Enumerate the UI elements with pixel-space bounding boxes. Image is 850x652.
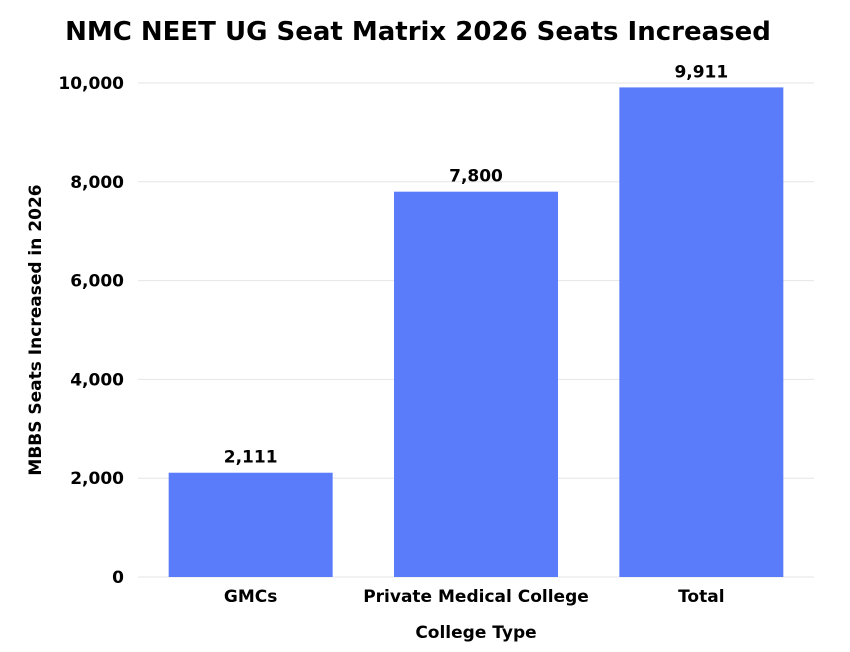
data-labels: 2,111 7,800 9,911: [224, 62, 728, 467]
x-tick-label: Total: [678, 587, 724, 607]
x-tick-label: GMCs: [224, 587, 277, 607]
y-tick-label: 8,000: [70, 173, 124, 193]
y-tick-label: 2,000: [70, 469, 124, 489]
y-axis-ticks: 0 2,000 4,000 6,000 8,000 10,000: [58, 74, 124, 588]
y-tick-label: 6,000: [70, 272, 124, 292]
bar: [168, 472, 333, 577]
bar-value-label: 2,111: [224, 448, 278, 468]
bars: [168, 87, 784, 577]
bar-value-label: 7,800: [449, 167, 503, 187]
x-axis-label: College Type: [415, 623, 536, 643]
x-tick-label: Private Medical College: [363, 587, 589, 607]
bar-value-label: 9,911: [674, 62, 728, 82]
y-tick-label: 4,000: [70, 370, 124, 390]
y-tick-label: 10,000: [58, 74, 124, 94]
y-axis-label: MBBS Seats Increased in 2026: [26, 184, 46, 475]
bar: [619, 87, 784, 577]
y-tick-label: 0: [112, 568, 124, 588]
bar: [394, 191, 558, 577]
x-axis-categories: GMCs Private Medical College Total: [224, 587, 725, 607]
chart-title: NMC NEET UG Seat Matrix 2026 Seats Incre…: [65, 17, 771, 47]
